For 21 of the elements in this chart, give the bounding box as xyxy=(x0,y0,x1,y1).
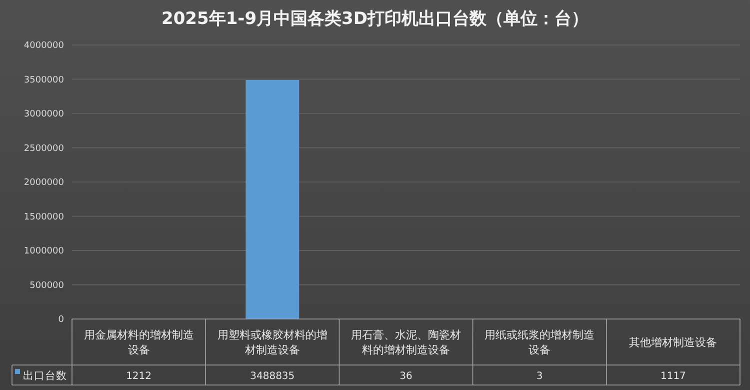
y-tick-label: 2500000 xyxy=(24,144,64,154)
y-tick-label: 4000000 xyxy=(24,41,64,51)
y-tick-label: 0 xyxy=(58,315,64,325)
chart-title: 2025年1-9月中国各类3D打印机出口台数（单位：台） xyxy=(162,9,588,29)
x-tick-label: 用金属材料的增材制造设备 xyxy=(84,328,194,356)
data-label: 1117 xyxy=(660,371,686,382)
x-tick-label: 用纸或纸浆的增材制造设备 xyxy=(484,328,595,356)
legend-label: 出口台数 xyxy=(23,369,67,382)
data-label: 36 xyxy=(400,371,412,382)
x-tick-label: 用塑料或橡胶材料的增材制造设备 xyxy=(217,328,328,356)
data-label: 1212 xyxy=(126,371,152,382)
y-tick-label: 3000000 xyxy=(24,110,64,120)
y-tick-label: 2000000 xyxy=(24,178,64,188)
y-tick-label: 500000 xyxy=(30,280,64,291)
y-tick-label: 1000000 xyxy=(24,246,64,256)
x-tick-label: 用石膏、水泥、陶瓷材料的增材制造设备 xyxy=(351,328,461,356)
data-label: 3 xyxy=(536,371,543,382)
y-tick-label: 3500000 xyxy=(24,75,64,86)
x-tick-label: 其他增材制造设备 xyxy=(629,336,718,349)
y-tick-label: 1500000 xyxy=(24,212,64,222)
data-label: 3488835 xyxy=(250,371,295,382)
